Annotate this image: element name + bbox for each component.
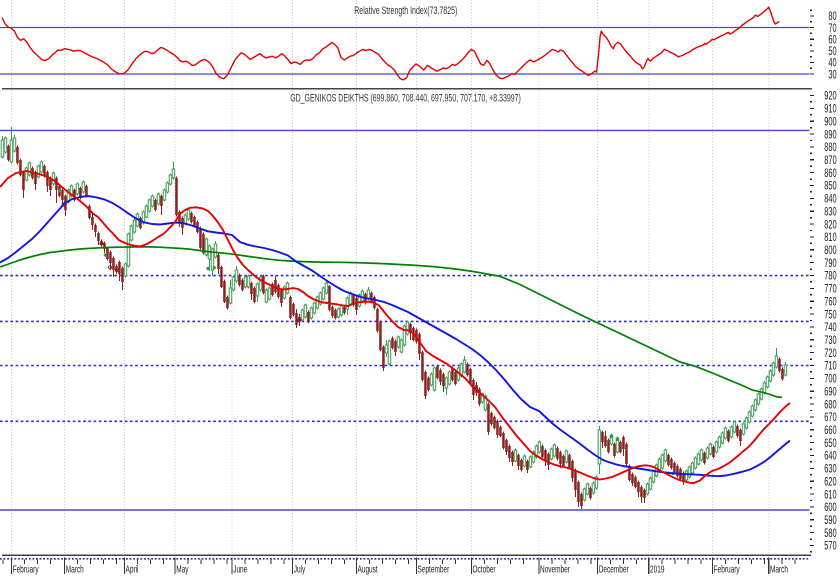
- svg-text:870: 870: [824, 154, 837, 167]
- svg-text:610: 610: [824, 489, 837, 502]
- svg-text:860: 860: [824, 167, 837, 180]
- svg-text:July: July: [294, 563, 306, 575]
- svg-text:660: 660: [824, 424, 837, 437]
- svg-text:900: 900: [824, 116, 837, 129]
- svg-text:580: 580: [824, 527, 837, 540]
- svg-text:730: 730: [824, 334, 837, 347]
- svg-text:60: 60: [828, 34, 837, 47]
- svg-text:920: 920: [824, 90, 837, 103]
- svg-text:March: March: [66, 563, 84, 575]
- svg-text:690: 690: [824, 386, 837, 399]
- svg-text:GD_GENIKOS DEIKTHS (699.860, 7: GD_GENIKOS DEIKTHS (699.860, 708.440, 69…: [290, 92, 521, 104]
- svg-text:70: 70: [828, 22, 837, 35]
- svg-text:November: November: [540, 563, 570, 575]
- svg-text:80: 80: [828, 11, 837, 24]
- svg-text:February: February: [714, 563, 741, 575]
- svg-text:790: 790: [824, 257, 837, 270]
- svg-text:830: 830: [824, 206, 837, 219]
- svg-text:700: 700: [824, 373, 837, 386]
- svg-text:600: 600: [824, 501, 837, 514]
- svg-text:800: 800: [824, 244, 837, 257]
- svg-text:720: 720: [824, 347, 837, 360]
- svg-text:770: 770: [824, 283, 837, 296]
- svg-text:Relative Strength Index(73.782: Relative Strength Index(73.7825): [354, 4, 457, 16]
- svg-text:December: December: [599, 563, 629, 575]
- svg-text:March: March: [770, 563, 788, 575]
- svg-text:40: 40: [828, 57, 837, 70]
- svg-text:710: 710: [824, 360, 837, 373]
- svg-text:April: April: [126, 563, 139, 575]
- svg-text:630: 630: [824, 463, 837, 476]
- svg-text:30: 30: [828, 69, 837, 82]
- svg-text:620: 620: [824, 476, 837, 489]
- svg-text:640: 640: [824, 450, 837, 463]
- svg-text:840: 840: [824, 193, 837, 206]
- svg-text:740: 740: [824, 321, 837, 334]
- svg-text:880: 880: [824, 141, 837, 154]
- svg-text:August: August: [358, 563, 379, 575]
- svg-text:810: 810: [824, 231, 837, 244]
- svg-text:October: October: [473, 563, 496, 575]
- svg-text:760: 760: [824, 296, 837, 309]
- svg-text:September: September: [418, 563, 450, 575]
- svg-text:590: 590: [824, 514, 837, 527]
- svg-text:670: 670: [824, 411, 837, 424]
- svg-text:850: 850: [824, 180, 837, 193]
- svg-text:February: February: [13, 563, 40, 575]
- svg-text:May: May: [176, 563, 189, 575]
- svg-text:780: 780: [824, 270, 837, 283]
- svg-text:890: 890: [824, 129, 837, 142]
- svg-text:650: 650: [824, 437, 837, 450]
- svg-text:680: 680: [824, 399, 837, 412]
- svg-text:570: 570: [824, 540, 837, 553]
- svg-text:50: 50: [828, 45, 837, 58]
- svg-text:2019: 2019: [650, 563, 665, 575]
- svg-text:June: June: [233, 563, 247, 575]
- svg-text:910: 910: [824, 103, 837, 116]
- svg-text:820: 820: [824, 219, 837, 232]
- svg-text:750: 750: [824, 309, 837, 322]
